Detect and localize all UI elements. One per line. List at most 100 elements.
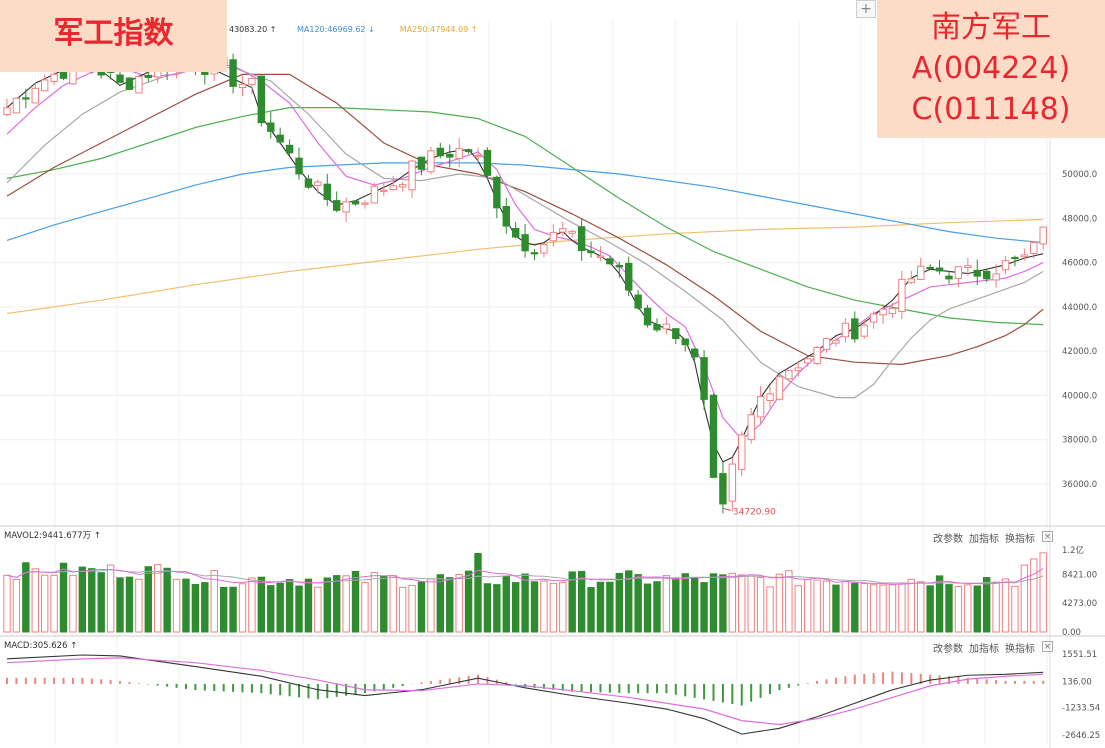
candle-body [314, 181, 322, 186]
volume-bar [719, 574, 727, 633]
volume-bar [587, 587, 595, 633]
candle-body [351, 200, 360, 205]
candle-body [408, 160, 416, 191]
volume-bar [314, 586, 322, 633]
volume-bar [22, 562, 30, 633]
volume-bar [1030, 558, 1038, 633]
volume-tick-label: 8421.00 [1062, 571, 1097, 581]
candle-body [832, 339, 840, 344]
volume-bar [295, 585, 303, 633]
candle-body [634, 294, 642, 309]
volume-bar [446, 577, 454, 633]
vol-add-indicator-button[interactable]: 加指标 [969, 534, 999, 545]
candle-body [945, 275, 953, 280]
candle-body [436, 147, 445, 157]
ma120-line [6, 162, 1044, 244]
volume-bar [502, 575, 510, 633]
volume-bar [106, 564, 115, 633]
volume-bar [813, 579, 821, 633]
price-tick-label: 46000.0 [1062, 259, 1097, 269]
volume-bar [125, 576, 134, 633]
volume-bar [304, 578, 313, 633]
candle-body [50, 73, 58, 83]
volume-bar [766, 586, 774, 633]
candle-body [502, 206, 510, 227]
ma60-line [6, 106, 1044, 326]
candle-body [493, 176, 501, 209]
candle-body [464, 149, 473, 153]
ma-legend-item: MA250:47944.09 ↑ [400, 25, 478, 34]
vol-switch-indicator-button[interactable]: 换指标 [1005, 534, 1035, 545]
volume-bar [248, 577, 256, 633]
macd-close-icon[interactable]: × [1042, 641, 1053, 652]
volume-bar [917, 581, 925, 633]
add-button[interactable]: + [856, 0, 876, 18]
candle-body [474, 155, 482, 158]
volume-bar [728, 572, 737, 633]
volume-bar [285, 579, 294, 633]
volume-bar [530, 581, 539, 633]
volume-bar [521, 573, 529, 633]
macd-add-indicator-button[interactable]: 加指标 [969, 644, 999, 655]
volume-bar [888, 584, 897, 633]
macd-change-params-button[interactable]: 改参数 [933, 644, 963, 655]
candle-body [766, 393, 774, 402]
candle-body [964, 265, 972, 268]
vol-change-params-button[interactable]: 改参数 [933, 534, 963, 545]
candle-body [879, 308, 887, 316]
candle-body [851, 318, 859, 340]
ma-legend: 43083.20 ↑ MA120:46969.62 ↓ MA250:47944.09… [229, 25, 478, 34]
macd-tick-label: 1551.51 [1062, 650, 1097, 660]
volume-bar [427, 578, 435, 633]
axis-ticks: 50000.0 48000.0 46000.0 44000.0 42000.0 40000… [1062, 170, 1097, 490]
volume-bar [662, 575, 671, 633]
candle-body [229, 59, 237, 87]
candle-body [342, 201, 350, 213]
volume-bar [276, 582, 284, 633]
candle-body [756, 396, 765, 418]
candle-body [907, 278, 916, 284]
candle-body [860, 324, 868, 337]
candle-body [690, 348, 699, 358]
volume-bar [832, 584, 840, 633]
candle-body [285, 144, 294, 154]
volume-bar [860, 582, 868, 633]
candle-body [662, 323, 671, 330]
volume-bar [992, 581, 1000, 633]
fund-code-a: A(004224) [911, 51, 1071, 86]
volume-title: MAVOL2:9441.677万 ↑ [4, 531, 101, 541]
volume-bar [1020, 564, 1029, 633]
volume-bar [219, 586, 228, 633]
candle-body [728, 463, 737, 502]
candle-body [747, 414, 755, 441]
volume-bar [700, 582, 708, 633]
price-tick-label: 50000.0 [1062, 170, 1097, 180]
volume-bars: MAVOL2:9441.677万 ↑ 1.2亿 8421.00 4273.00 0.00 [3, 531, 1097, 638]
volume-bar [88, 568, 96, 633]
macd-panel: MACD:305.626 ↑ 1551.51 136.00 -1233.54 -2646… [4, 641, 1100, 741]
vol-close-icon[interactable]: × [1042, 531, 1053, 542]
volume-bar [841, 580, 850, 633]
candle-body [982, 270, 991, 280]
candle-body [935, 267, 944, 272]
volume-bar [606, 581, 614, 633]
volume-bar [172, 578, 181, 633]
volume-bar [559, 581, 567, 633]
candle-body [323, 183, 331, 200]
low-price-label: 34720.90 [733, 507, 776, 517]
candle-body [917, 265, 925, 280]
volume-bar [945, 584, 953, 633]
macd-switch-indicator-button[interactable]: 换指标 [1005, 644, 1035, 655]
candle-body [841, 322, 850, 338]
volume-bar [323, 577, 331, 633]
candle-body [257, 75, 266, 124]
candle-body [295, 157, 303, 175]
volume-bar [229, 586, 237, 633]
volume-bar [879, 584, 887, 633]
volume-bar [389, 575, 397, 633]
candle-body [455, 148, 463, 159]
volume-bar [964, 584, 972, 633]
candle-body [446, 153, 454, 158]
volume-bar [333, 575, 341, 633]
candle-body [238, 83, 247, 89]
